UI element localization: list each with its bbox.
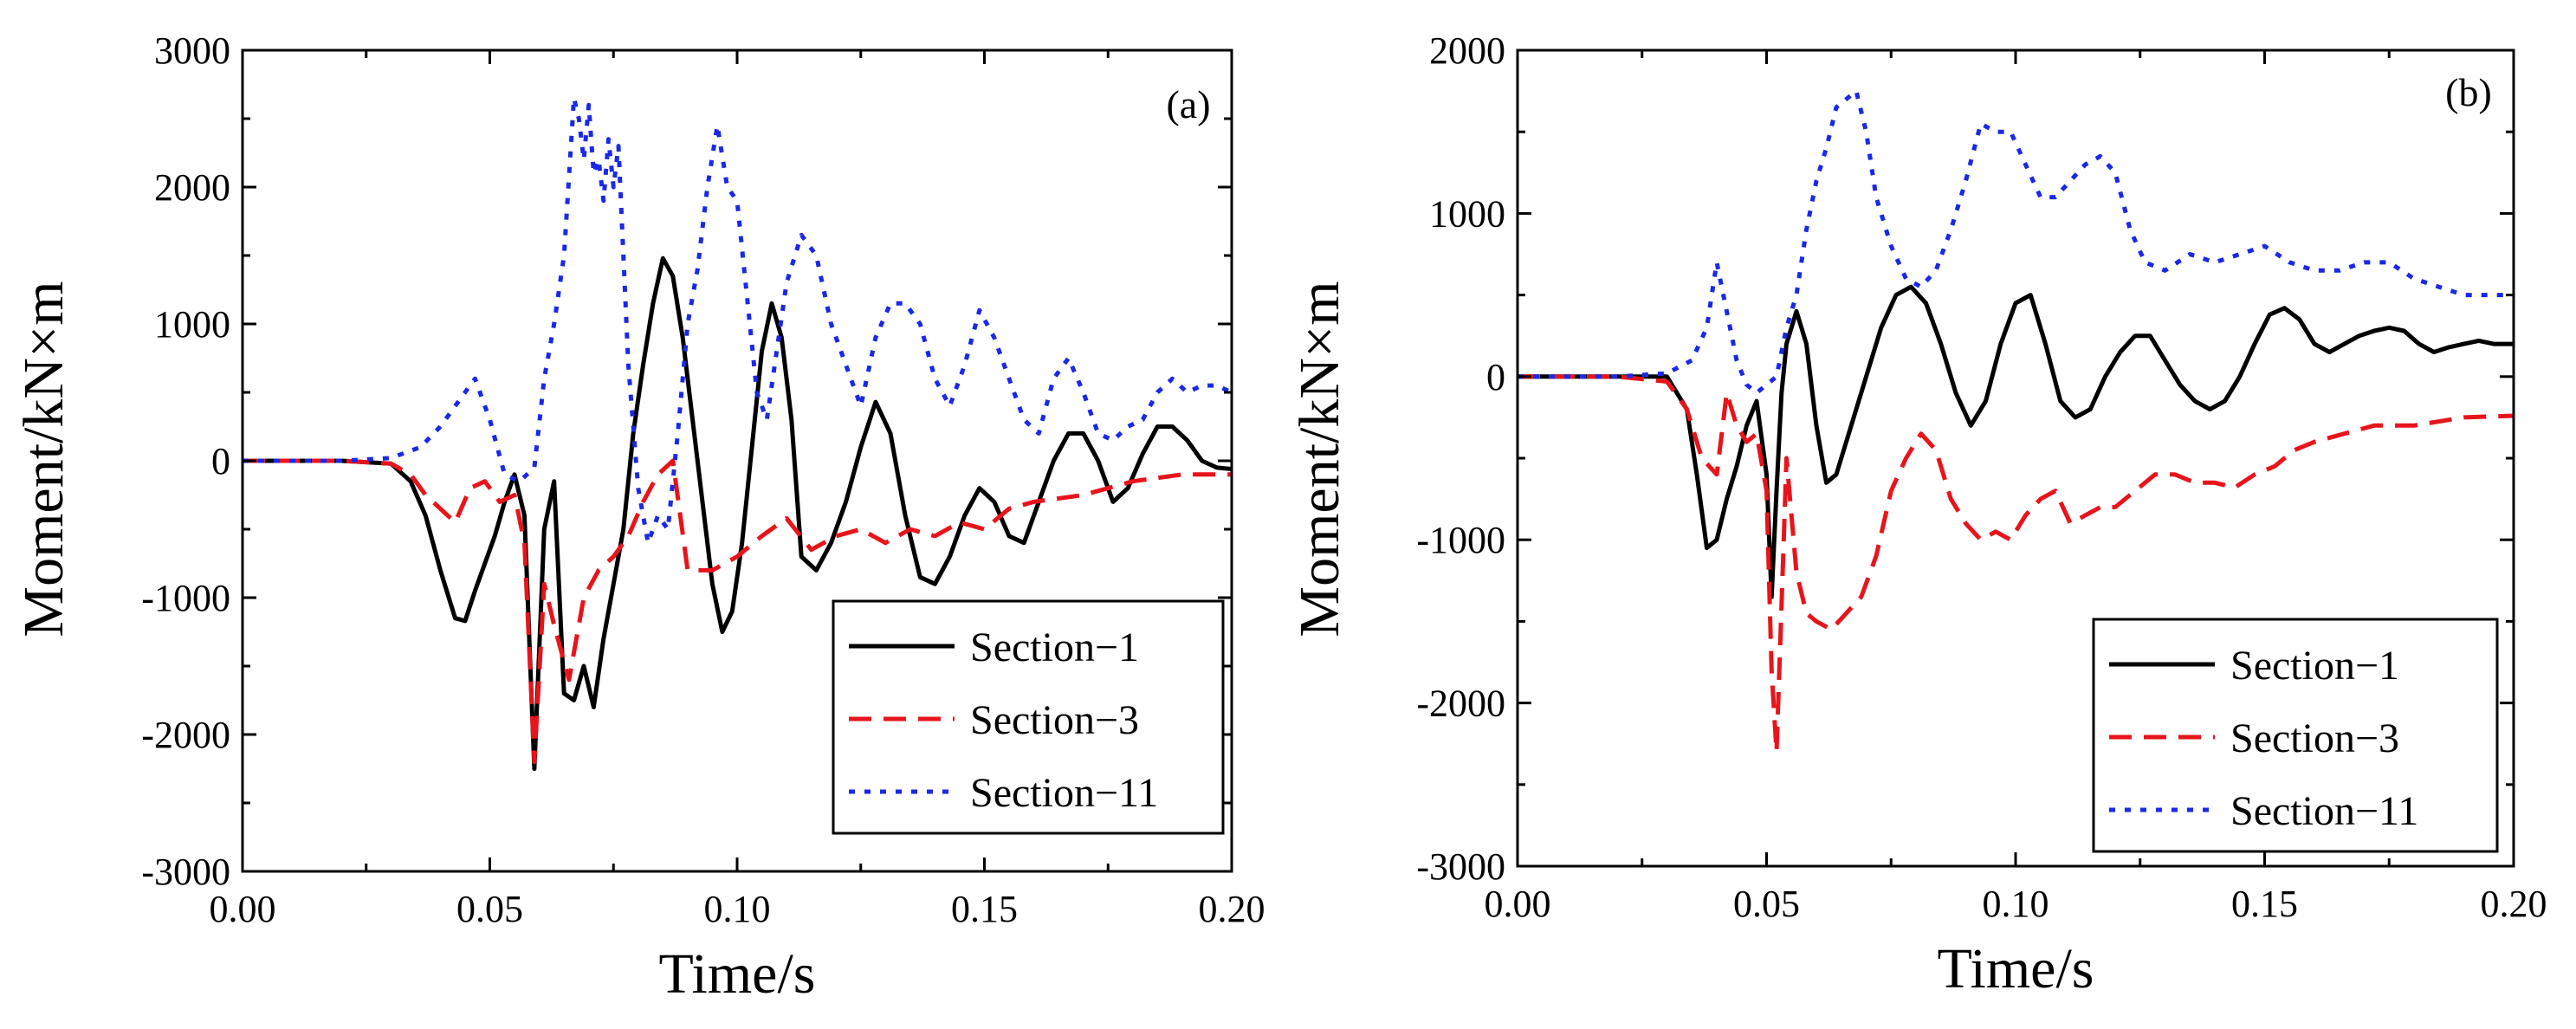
- x-tick-label: 0.10: [704, 888, 771, 930]
- y-tick-label: 2000: [154, 166, 230, 209]
- y-tick-label: 3000: [154, 29, 230, 72]
- x-axis-title: Time/s: [1938, 937, 2094, 1000]
- y-tick-label: -2000: [1416, 683, 1505, 725]
- legend-label: Section−1: [2230, 643, 2399, 689]
- legend-label: Section−11: [970, 770, 1158, 816]
- y-axis-title: Moment/kN×m: [1288, 281, 1351, 637]
- x-tick-label: 0.05: [1733, 883, 1800, 925]
- y-tick-label: -3000: [1416, 845, 1505, 888]
- panel-label: (a): [1166, 82, 1210, 126]
- x-tick-label: 0.00: [210, 888, 276, 930]
- legend-label: Section−3: [2230, 715, 2399, 761]
- x-tick-label: 0.15: [2231, 883, 2298, 925]
- y-tick-label: 0: [211, 440, 230, 482]
- x-axis-title: Time/s: [659, 942, 816, 1006]
- chart-panel-a: 0.00 0.05 0.10 0.15 0.20 -3000 -2000 -1000 0 1000…: [12, 29, 1265, 1006]
- y-tick-label: 1000: [154, 303, 230, 346]
- x-tick-label: 0.15: [951, 888, 1018, 930]
- chart-panel-b: 0.00 0.05 0.10 0.15 0.20 -3000 -2000 -1000 0 1000…: [1288, 29, 2547, 1000]
- panel-label: (b): [2445, 70, 2492, 114]
- y-tick-label: -1000: [141, 577, 230, 619]
- series-line-section-3: [1518, 374, 2514, 754]
- y-axis-title: Moment/kN×m: [12, 281, 75, 637]
- series-line-section-1: [243, 256, 1232, 771]
- y-tick-label: 0: [1486, 356, 1505, 398]
- y-tick-label: 2000: [1429, 29, 1505, 72]
- legend-label: Section−1: [970, 625, 1139, 670]
- series-line-section-1: [1518, 284, 2514, 599]
- legend-label: Section−3: [970, 697, 1139, 743]
- y-tick-label: -3000: [141, 851, 230, 893]
- x-tick-label: 0.00: [1485, 883, 1551, 925]
- x-tick-label: 0.20: [1199, 888, 1265, 930]
- x-tick-label: 0.10: [1983, 883, 2049, 925]
- series-line-section-3: [243, 458, 1232, 765]
- series-line-section-11: [1518, 88, 2514, 396]
- legend-label: Section−11: [2230, 788, 2418, 834]
- legend: Section−1 Section−3 Section−11: [2092, 618, 2499, 853]
- legend: Section−1 Section−3 Section−11: [832, 599, 1225, 835]
- x-tick-label: 0.20: [2481, 883, 2547, 925]
- y-tick-label: 1000: [1429, 192, 1505, 235]
- series-line-section-11: [243, 95, 1232, 546]
- y-tick-label: -2000: [141, 714, 230, 756]
- y-tick-label: -1000: [1416, 519, 1505, 561]
- x-tick-label: 0.05: [456, 888, 523, 930]
